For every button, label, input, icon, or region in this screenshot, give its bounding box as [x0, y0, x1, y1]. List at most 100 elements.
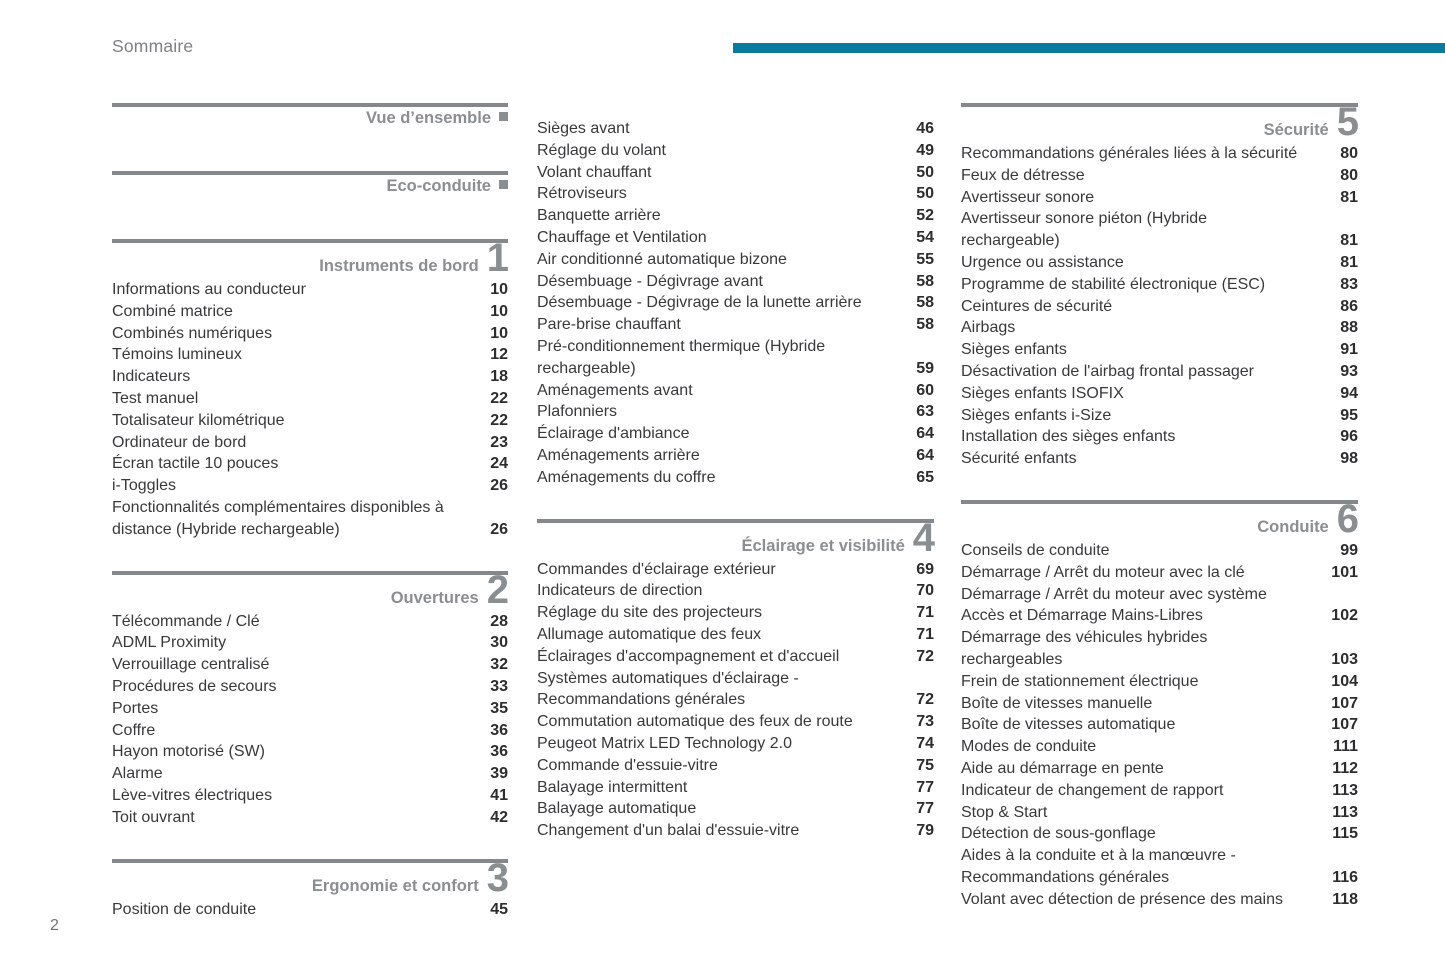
- toc-entry: Indicateurs de direction 70: [537, 580, 934, 602]
- toc-entry-page: 18: [490, 368, 508, 386]
- toc-entry: Télécommande / Clé 28: [112, 611, 508, 633]
- toc-entry-page: 86: [1340, 297, 1358, 315]
- toc-entry-label: Air conditionné automatique bizone: [537, 250, 787, 268]
- toc-entry-label: Test manuel: [112, 389, 199, 407]
- section-title: Eco-conduite: [386, 177, 491, 195]
- toc-entry-page: 102: [1331, 607, 1358, 625]
- toc-entry-label: Programme de stabilité électronique (ESC…: [961, 275, 1266, 293]
- section-number: 3: [486, 855, 509, 900]
- toc-entry-page: 81: [1340, 188, 1358, 206]
- toc-entry-label: Accès et Démarrage Mains-Libres: [961, 607, 1203, 625]
- toc-entry-page: 64: [916, 446, 934, 464]
- toc-entry-page: 22: [490, 411, 508, 429]
- toc-entry-label: Boîte de vitesses automatique: [961, 716, 1176, 734]
- toc-entry-label: Avertisseur sonore piéton (Hybride: [961, 210, 1208, 228]
- toc-entry: Démarrage des véhicules hybrides: [961, 627, 1358, 649]
- toc-entry-label: Désactivation de l'airbag frontal passag…: [961, 362, 1254, 380]
- section-rule: [537, 518, 934, 523]
- toc-entry: Recommandations générales 116: [961, 867, 1358, 889]
- toc-entry: Écran tactile 10 pouces 24: [112, 453, 508, 475]
- toc-entry-label: Frein de stationnement électrique: [961, 672, 1199, 690]
- toc-entry-label: Avertisseur sonore: [961, 188, 1095, 206]
- toc-entry: Désactivation de l'airbag frontal passag…: [961, 361, 1358, 383]
- toc-entry-label: Informations au conducteur: [112, 281, 306, 298]
- toc-entry-page: 41: [490, 786, 508, 804]
- toc-entry-label: Stop & Start: [961, 803, 1048, 821]
- toc-entry-label: Éclairages d'accompagnement et d'accueil: [537, 647, 840, 665]
- toc-entry: Aménagements du coffre 65: [537, 467, 934, 489]
- toc-entry-page: 28: [490, 612, 508, 630]
- toc-item-list: Télécommande / Clé 28 ADML Proximity 30 Verr…: [112, 611, 508, 829]
- toc-entry: Position de conduite 45: [112, 899, 508, 921]
- toc-entry-label: Ceintures de sécurité: [961, 297, 1113, 315]
- toc-entry-label: rechargeables: [961, 650, 1063, 668]
- toc-entry: Détection de sous-gonflage 115: [961, 823, 1358, 845]
- toc-entry-label: Position de conduite: [112, 900, 257, 918]
- toc-entry-page: 72: [916, 691, 934, 709]
- toc-entry-label: Lève-vitres électriques: [112, 786, 273, 804]
- toc-entry: Témoins lumineux 12: [112, 344, 508, 366]
- toc-entry-label: Aménagements arrière: [537, 446, 700, 464]
- section-rule: [112, 570, 508, 575]
- toc-entry: Boîte de vitesses manuelle 107: [961, 693, 1358, 715]
- toc-entry: Volant avec détection de présence des ma…: [961, 889, 1358, 911]
- toc-entry: Indicateur de changement de rapport 113: [961, 780, 1358, 802]
- toc-entry-page: 70: [916, 582, 934, 600]
- toc-entry: Informations au conducteur 10: [112, 279, 508, 301]
- toc-entry-label: Pré-conditionnement thermique (Hybride: [537, 337, 826, 355]
- footer-page-number: 2: [50, 917, 59, 934]
- toc-entry-page: 80: [1340, 145, 1358, 162]
- section-header: Ergonomie et confort 3: [112, 855, 509, 900]
- toc-entry: Rétroviseurs 50: [537, 183, 934, 205]
- toc-entry-label: Changement d'un balai d'essuie-vitre: [537, 822, 800, 840]
- toc-entry-label: Combinés numériques: [112, 324, 273, 342]
- toc-entry-page: 79: [916, 822, 934, 840]
- toc-entry-label: Modes de conduite: [961, 738, 1097, 756]
- toc-entry-label: Volant avec détection de présence des ma…: [961, 890, 1283, 908]
- toc-entry-page: 22: [490, 389, 508, 407]
- toc-entry: Commutation automatique des feux de rout…: [537, 711, 934, 733]
- toc-entry-page: 118: [1332, 890, 1358, 908]
- section-title: Vue d’ensemble: [365, 109, 491, 127]
- toc-entry: Désembuage - Dégivrage de la lunette arr…: [537, 292, 934, 314]
- toc-entry: rechargeable) 59: [537, 358, 934, 380]
- toc-entry-page: 88: [1340, 319, 1358, 337]
- toc-entry: Réglage du volant 49: [537, 140, 934, 162]
- toc-entry-page: 58: [916, 294, 934, 312]
- toc-entry-page: 60: [916, 381, 934, 399]
- toc-entry-label: Écran tactile 10 pouces: [112, 455, 279, 473]
- toc-entry-page: 42: [490, 808, 508, 826]
- toc-entry-page: 80: [1340, 166, 1358, 184]
- toc-entry-page: 71: [916, 604, 934, 622]
- toc-entry: rechargeables 103: [961, 649, 1358, 671]
- toc-entry-page: 50: [916, 163, 934, 181]
- toc-entry-label: ADML Proximity: [112, 634, 227, 652]
- toc-entry-page: 59: [916, 359, 934, 377]
- toc-entry-page: 72: [916, 647, 934, 665]
- toc-entry-label: Alarme: [112, 765, 163, 783]
- toc-entry: Airbags 88: [961, 317, 1358, 339]
- section-rule: [112, 239, 508, 243]
- toc-item-list: Conseils de conduite 99 Démarrage / Arrêt …: [961, 540, 1358, 911]
- toc-entry: Combiné matrice 10: [112, 301, 508, 323]
- toc-entry-page: 99: [1340, 541, 1358, 559]
- section-header: Instruments de bord 1: [112, 236, 509, 280]
- toc-column-3: Sécurité 5 Recommandations générales liées…: [961, 102, 1359, 911]
- toc-entry-page: 115: [1332, 825, 1358, 843]
- toc-entry: Démarrage / Arrêt du moteur avec système: [961, 584, 1358, 606]
- section-number: 1: [486, 236, 509, 280]
- toc-entry: Accès et Démarrage Mains-Libres 102: [961, 605, 1358, 627]
- toc-entry-label: Urgence ou assistance: [961, 253, 1124, 271]
- toc-entry-label: Commande d'essuie-vitre: [537, 756, 718, 774]
- toc-entry-label: Sièges avant: [537, 120, 630, 137]
- toc-entry: Sièges enfants i-Size 95: [961, 405, 1358, 427]
- toc-entry: Conseils de conduite 99: [961, 540, 1358, 562]
- section-header: Sécurité 5: [961, 102, 1359, 142]
- toc-entry: Portes 35: [112, 698, 508, 720]
- toc-entry: i-Toggles 26: [112, 475, 508, 497]
- toc-entry-page: 81: [1340, 253, 1358, 271]
- toc-entry-page: 93: [1340, 362, 1358, 380]
- toc-entry: Commandes d'éclairage extérieur 69: [537, 559, 934, 581]
- toc-entry: Test manuel 22: [112, 388, 508, 410]
- toc-item-list: Sièges avant 46 Réglage du volant 49 Volant …: [537, 118, 934, 489]
